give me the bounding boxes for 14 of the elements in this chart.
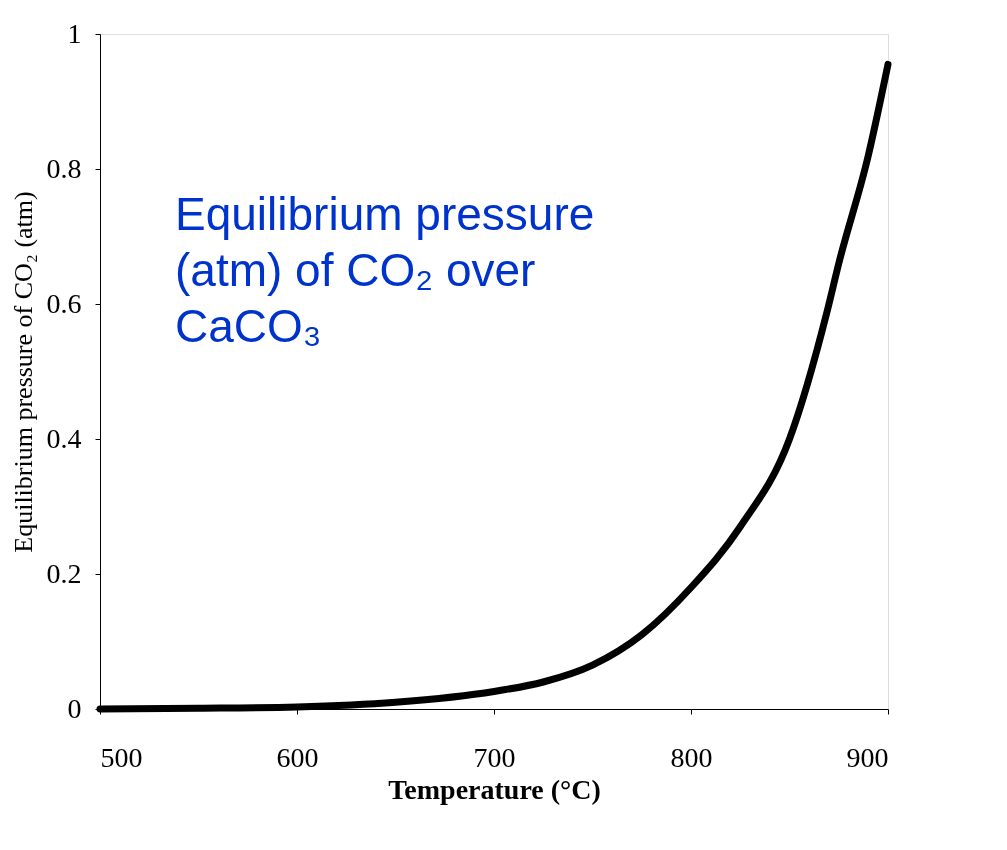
annotation: Equilibrium pressure (atm) of CO₂ over CaCO₃ bbox=[175, 188, 595, 352]
y-tick-label: 0.4 bbox=[46, 422, 82, 454]
y-axis-title: Equilibrium pressure of CO₂ (atm) bbox=[8, 191, 38, 553]
y-tick-label: 0 bbox=[67, 692, 82, 724]
x-tick-label: 600 bbox=[276, 741, 319, 773]
y-tick-label: 0.8 bbox=[46, 152, 82, 184]
x-tick-label: 800 bbox=[670, 741, 713, 773]
x-tick-label: 500 bbox=[100, 741, 143, 773]
y-tick-label: 0.2 bbox=[46, 557, 82, 589]
y-tick-label: 0.6 bbox=[46, 287, 82, 319]
x-axis-title: Temperature (°C) bbox=[388, 773, 601, 805]
y-tick-label: 1 bbox=[67, 17, 82, 49]
x-tick-label: 900 bbox=[846, 741, 889, 773]
x-tick-label: 700 bbox=[473, 741, 516, 773]
